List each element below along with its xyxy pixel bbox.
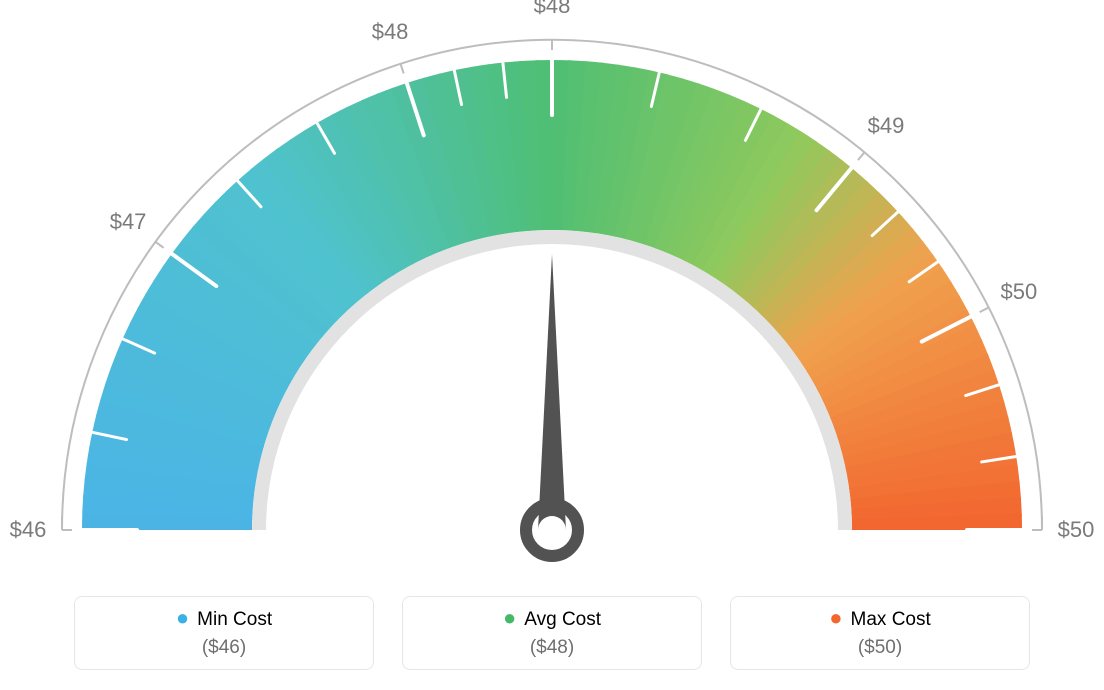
- legend-title-avg: ●Avg Cost: [403, 609, 701, 631]
- gauge-tick-label: $47: [110, 209, 147, 235]
- legend-title-min-text: Min Cost: [197, 609, 272, 630]
- gauge-tick-label: $48: [372, 19, 409, 45]
- gauge-tick-label: $46: [10, 517, 47, 543]
- gauge-tick-label: $49: [868, 113, 905, 139]
- legend-title-max-text: Max Cost: [851, 609, 931, 630]
- legend-value-avg: ($48): [403, 637, 701, 659]
- legend-value-max: ($50): [731, 637, 1029, 659]
- legend-title-min: ●Min Cost: [75, 609, 373, 631]
- cost-gauge: $46 $47 $48 $48 $49 $50 $50: [0, 0, 1104, 570]
- legend-value-min: ($46): [75, 637, 373, 659]
- legend-row: ●Min Cost ($46) ●Avg Cost ($48) ●Max Cos…: [0, 596, 1104, 670]
- legend-card-min: ●Min Cost ($46): [74, 596, 374, 670]
- gauge-tick-label: $50: [1058, 517, 1095, 543]
- legend-title-max: ●Max Cost: [731, 609, 1029, 631]
- legend-title-avg-text: Avg Cost: [524, 609, 601, 630]
- legend-card-max: ●Max Cost ($50): [730, 596, 1030, 670]
- gauge-tick-label: $48: [534, 0, 571, 19]
- gauge-tick-label: $50: [1001, 279, 1038, 305]
- gauge-svg: [0, 0, 1104, 570]
- legend-card-avg: ●Avg Cost ($48): [402, 596, 702, 670]
